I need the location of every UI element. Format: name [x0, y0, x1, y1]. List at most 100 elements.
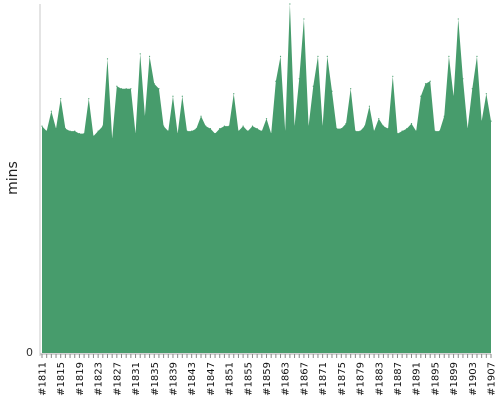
data-point[interactable]: [219, 128, 221, 130]
data-point[interactable]: [471, 88, 473, 90]
data-point[interactable]: [336, 128, 338, 130]
data-point[interactable]: [116, 85, 118, 87]
data-point[interactable]: [289, 3, 291, 5]
data-point[interactable]: [78, 133, 81, 135]
data-point[interactable]: [144, 115, 146, 117]
data-point[interactable]: [396, 133, 399, 135]
data-point[interactable]: [317, 55, 319, 57]
data-point[interactable]: [64, 128, 66, 130]
data-point[interactable]: [74, 130, 76, 132]
data-point[interactable]: [88, 98, 90, 100]
data-point[interactable]: [247, 130, 249, 132]
data-point[interactable]: [228, 125, 230, 127]
data-point[interactable]: [424, 83, 427, 85]
data-point[interactable]: [134, 133, 137, 135]
data-point[interactable]: [163, 125, 165, 127]
x-axis-ticks: #1811 #1815 #1819 #1823 #1827 #1831 #1835 #1839…: [38, 354, 498, 396]
data-point[interactable]: [186, 130, 188, 132]
data-point[interactable]: [392, 75, 394, 77]
x-tick-label: #1887: [393, 362, 404, 396]
data-point[interactable]: [69, 130, 71, 132]
data-point[interactable]: [60, 98, 62, 100]
data-point[interactable]: [139, 53, 141, 55]
data-point[interactable]: [50, 110, 52, 112]
data-point[interactable]: [331, 90, 333, 92]
data-point[interactable]: [448, 55, 450, 57]
data-point[interactable]: [476, 55, 478, 57]
data-point[interactable]: [181, 95, 183, 97]
data-point[interactable]: [167, 130, 169, 132]
data-point[interactable]: [46, 130, 48, 132]
data-point[interactable]: [387, 128, 389, 130]
data-point[interactable]: [298, 78, 300, 80]
data-point[interactable]: [111, 138, 113, 140]
data-point[interactable]: [106, 58, 109, 60]
data-point[interactable]: [452, 95, 455, 97]
data-point[interactable]: [275, 80, 277, 82]
data-point[interactable]: [378, 118, 380, 120]
data-point[interactable]: [209, 128, 211, 130]
data-point[interactable]: [270, 133, 272, 135]
data-point[interactable]: [420, 95, 422, 97]
data-point[interactable]: [158, 88, 160, 90]
data-point[interactable]: [307, 125, 310, 127]
data-point[interactable]: [265, 118, 268, 120]
data-point[interactable]: [177, 133, 179, 135]
data-point[interactable]: [214, 133, 216, 135]
data-point[interactable]: [148, 55, 151, 57]
data-point[interactable]: [191, 130, 193, 132]
data-point[interactable]: [92, 135, 95, 137]
data-point[interactable]: [251, 125, 254, 127]
data-point[interactable]: [345, 123, 347, 125]
data-point[interactable]: [322, 125, 324, 127]
data-point[interactable]: [364, 125, 366, 127]
data-point[interactable]: [485, 93, 487, 95]
data-point[interactable]: [354, 130, 356, 132]
data-point[interactable]: [130, 88, 132, 90]
data-point[interactable]: [490, 120, 492, 122]
data-point[interactable]: [223, 125, 226, 127]
data-point[interactable]: [429, 80, 431, 82]
data-point[interactable]: [415, 130, 417, 132]
data-point[interactable]: [382, 125, 385, 127]
data-point[interactable]: [406, 128, 408, 130]
data-point[interactable]: [326, 55, 328, 57]
data-point[interactable]: [172, 95, 174, 97]
data-point[interactable]: [457, 18, 459, 20]
data-point[interactable]: [368, 105, 370, 107]
x-tick-label: #1903: [468, 362, 479, 396]
data-point[interactable]: [467, 128, 469, 130]
data-point[interactable]: [312, 85, 314, 87]
data-point[interactable]: [153, 83, 155, 85]
data-point[interactable]: [350, 88, 352, 90]
data-point[interactable]: [284, 130, 286, 132]
data-point[interactable]: [237, 130, 240, 132]
data-point[interactable]: [462, 78, 464, 80]
data-point[interactable]: [242, 125, 244, 127]
data-point[interactable]: [401, 130, 403, 132]
data-point[interactable]: [443, 115, 445, 117]
data-point[interactable]: [55, 128, 57, 130]
data-point[interactable]: [120, 88, 123, 90]
data-point[interactable]: [481, 120, 483, 122]
data-point[interactable]: [125, 88, 127, 90]
data-point[interactable]: [279, 55, 282, 57]
data-point[interactable]: [200, 115, 202, 117]
data-point[interactable]: [102, 125, 104, 127]
data-point[interactable]: [233, 93, 235, 95]
data-point[interactable]: [340, 128, 342, 130]
data-point[interactable]: [303, 18, 305, 20]
data-point[interactable]: [373, 130, 375, 132]
data-point[interactable]: [83, 133, 85, 135]
data-point[interactable]: [41, 125, 43, 127]
data-point[interactable]: [434, 130, 436, 132]
data-point[interactable]: [293, 125, 296, 127]
data-point[interactable]: [195, 128, 197, 130]
data-point[interactable]: [438, 130, 441, 132]
data-point[interactable]: [256, 128, 258, 130]
data-point[interactable]: [410, 123, 413, 125]
data-point[interactable]: [261, 130, 263, 132]
data-point[interactable]: [359, 130, 361, 132]
data-point[interactable]: [97, 130, 99, 132]
data-point[interactable]: [205, 125, 207, 127]
